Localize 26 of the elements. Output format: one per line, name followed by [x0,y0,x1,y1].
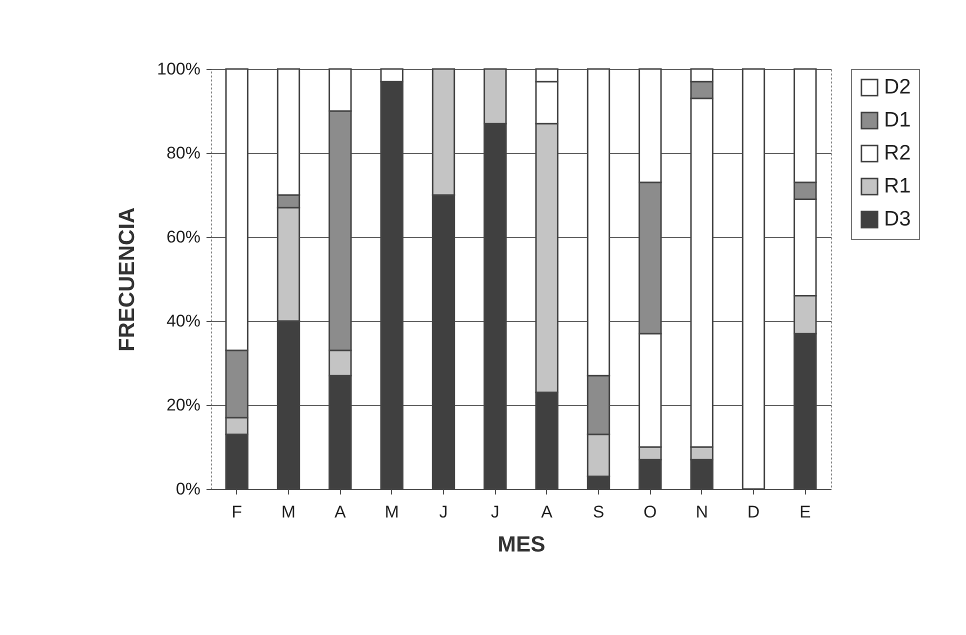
x-tick-label: O [644,502,657,522]
bar [742,68,766,490]
x-tick-label: J [490,502,500,522]
legend-label: D3 [884,208,911,230]
y-tick-label: 100% [157,60,200,78]
x-tick-label: A [334,502,346,522]
legend-label: R2 [884,142,911,164]
x-tick-label: S [592,502,604,522]
legend-label: D1 [884,108,911,132]
y-axis-title: FRECUENCIA [114,207,140,352]
x-axis-title: MES [498,532,546,556]
x-tick-label: N [696,502,708,522]
y-tick-label: 20% [166,396,200,414]
x-tick-label: F [232,502,242,522]
x-tick-label: M [281,502,296,522]
x-tick-label: A [541,502,554,522]
legend-label: R1 [884,174,911,198]
x-tick-label: D [747,502,760,522]
y-tick-label: 40% [166,312,200,330]
y-tick-label: 60% [166,228,200,246]
x-tick-label: E [799,502,811,522]
x-tick-label: J [439,502,448,522]
x-tick-label: M [384,502,399,522]
legend-label: D2 [884,76,911,98]
y-tick-label: 80% [166,144,200,162]
y-tick-label: 0% [176,480,200,498]
